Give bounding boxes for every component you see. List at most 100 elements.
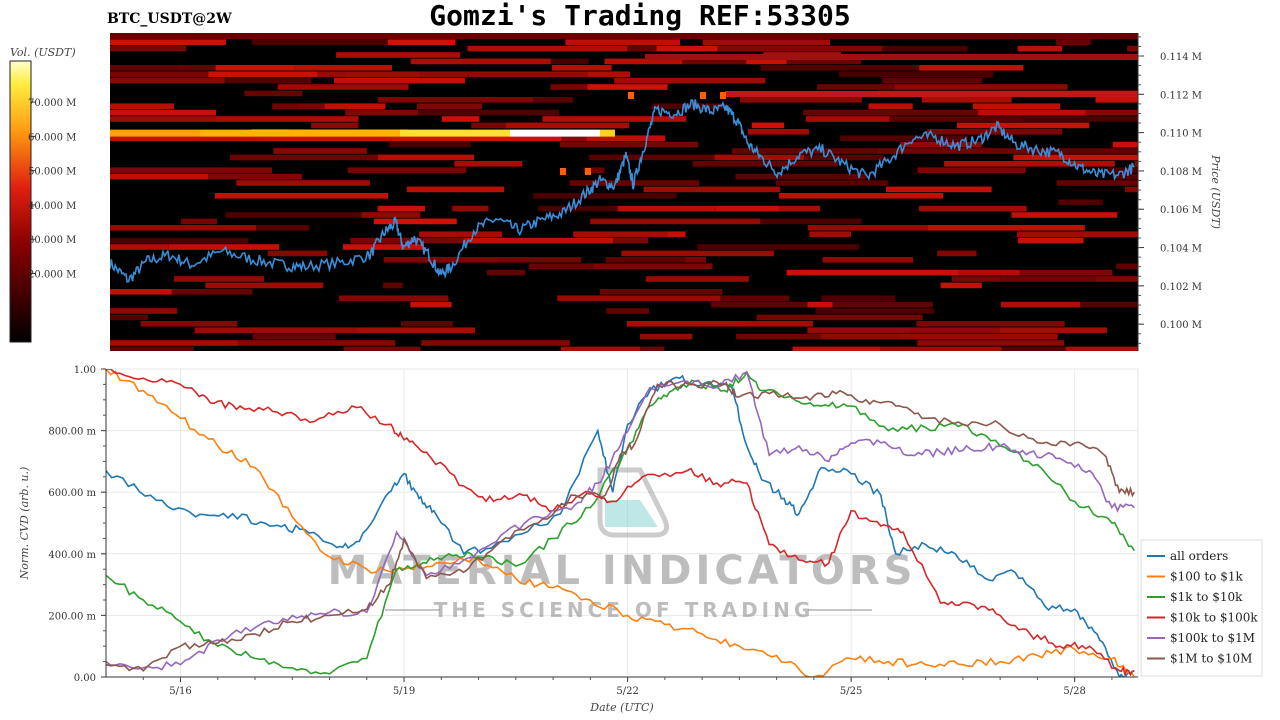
heatmap-hotspot — [628, 92, 634, 99]
heatmap-cell — [821, 295, 896, 301]
heatmap-cell — [215, 65, 295, 71]
price-tick-label: 0.100 M — [1160, 320, 1202, 331]
watermark-brand: MATERIAL INDICATORS — [328, 548, 917, 594]
price-tick-label: 0.106 M — [1160, 205, 1202, 216]
heatmap-cell — [775, 180, 889, 186]
heatmap-cell — [383, 282, 403, 289]
heatmap-cell — [110, 135, 264, 141]
date-axis-label: Date (UTC) — [589, 701, 653, 714]
heatmap-cell — [110, 103, 174, 109]
heatmap-cell — [110, 116, 216, 122]
heatmap-cell — [717, 45, 883, 52]
heatmap-cell — [110, 244, 169, 250]
heatmap-cell — [1125, 186, 1138, 193]
cvd-y-tick-label: 1.00 — [74, 365, 96, 376]
heatmap-cell — [573, 231, 668, 237]
heatmap-cell — [267, 250, 328, 257]
heatmap-cell — [560, 346, 641, 351]
heatmap-cell — [347, 167, 467, 173]
cvd-y-tick-label: 600.00 m — [48, 488, 96, 499]
price-line — [110, 98, 1135, 283]
heatmap-cell — [599, 289, 723, 295]
heatmap-cell — [452, 205, 489, 212]
heatmap-cell — [882, 77, 983, 84]
heatmap-cell — [224, 77, 312, 84]
heatmap-cell — [168, 244, 280, 250]
heatmap-cell — [1013, 154, 1138, 161]
colorbar-tick-label: 20.000 M — [28, 269, 76, 280]
heatmap-cell — [410, 301, 452, 308]
heatmap-cell — [958, 269, 1020, 276]
heatmap-cell — [174, 276, 264, 282]
heatmap-cell — [792, 346, 881, 351]
date-tick-label: 5/25 — [840, 686, 862, 697]
heatmap-cell — [559, 141, 699, 148]
heatmap-cell — [419, 231, 503, 237]
heatmap-cell — [1056, 148, 1138, 154]
heatmap-cell — [639, 333, 693, 340]
price-tick-label: 0.114 M — [1160, 52, 1202, 63]
series-line-0 — [106, 374, 1135, 677]
heatmap-cell — [215, 116, 359, 122]
heatmap-cell — [882, 45, 968, 52]
heatmap-cell — [342, 244, 424, 250]
heatmap-cell — [467, 45, 628, 52]
heatmap-cell — [406, 186, 505, 193]
heatmap-cell — [263, 135, 392, 141]
heatmap-cell — [1095, 97, 1138, 103]
heatmap-cell — [400, 321, 453, 327]
heatmap-cell — [251, 39, 388, 45]
heatmap-cell — [391, 135, 562, 141]
heatmap-cell — [294, 65, 393, 71]
heatmap-cell — [377, 205, 425, 212]
heatmap-cell — [586, 135, 666, 141]
heatmap-cell — [533, 97, 574, 103]
heatmap-cell — [356, 327, 475, 333]
heatmap-cell — [667, 231, 686, 237]
heatmap-cell — [110, 308, 178, 314]
liquidity-wall — [200, 129, 400, 137]
watermark: MATERIAL INDICATORS THE SCIENCE OF TRADI… — [328, 467, 917, 622]
heatmap-cell — [760, 218, 862, 225]
colorbar-label: Vol. (USDT) — [10, 46, 76, 59]
heatmap-cell — [499, 257, 582, 263]
heatmap-cell — [685, 257, 707, 263]
heatmap-cell — [180, 218, 218, 225]
heatmap-cell — [110, 314, 149, 321]
heatmap-cell — [373, 218, 457, 225]
heatmap-cell — [350, 237, 464, 244]
heatmap-cell — [471, 122, 506, 129]
legend-entry: $1k to $10k — [1170, 590, 1243, 604]
heatmap-cell — [606, 308, 650, 314]
series-line-3 — [106, 369, 1135, 677]
heatmap-cell — [626, 321, 748, 327]
heatmap-cell — [820, 333, 900, 340]
market-pair-label: BTC_USDT@2W — [107, 11, 232, 27]
cvd-y-tick-label: 0.00 — [74, 673, 96, 684]
heatmap-cell — [110, 340, 239, 346]
chart-title: Gomzi's Trading REF:53305 — [429, 0, 851, 32]
colorbar-tick-label: 50.000 M — [28, 167, 76, 178]
heatmap-cell — [885, 186, 992, 193]
heatmap-cell — [583, 167, 605, 173]
colorbar-gradient — [9, 60, 32, 343]
heatmap-band — [645, 54, 1138, 60]
legend-entry: $100k to $1M — [1170, 631, 1255, 645]
heatmap-cell — [565, 39, 681, 45]
heatmap-hotspot — [720, 92, 726, 99]
heatmap-cell — [1018, 237, 1084, 244]
heatmap-hotspot — [560, 168, 566, 175]
heatmap-cell — [604, 58, 683, 65]
heatmap-cell — [1001, 346, 1066, 351]
price-tick-label: 0.112 M — [1160, 90, 1202, 101]
colorbar: Vol. (USDT) 70.000 M 60.000 M 50.000 M 40.0… — [9, 46, 76, 343]
heatmap-cell — [110, 71, 209, 77]
heatmap-cell — [978, 109, 1086, 116]
legend-box — [1140, 539, 1263, 677]
heatmap-cell — [832, 301, 933, 308]
heatmap-cell — [894, 84, 1068, 90]
heatmap-cell — [333, 77, 465, 84]
heatmap-cell — [697, 244, 860, 250]
heatmap-cell — [911, 327, 1000, 333]
heatmap-cell — [344, 71, 421, 77]
